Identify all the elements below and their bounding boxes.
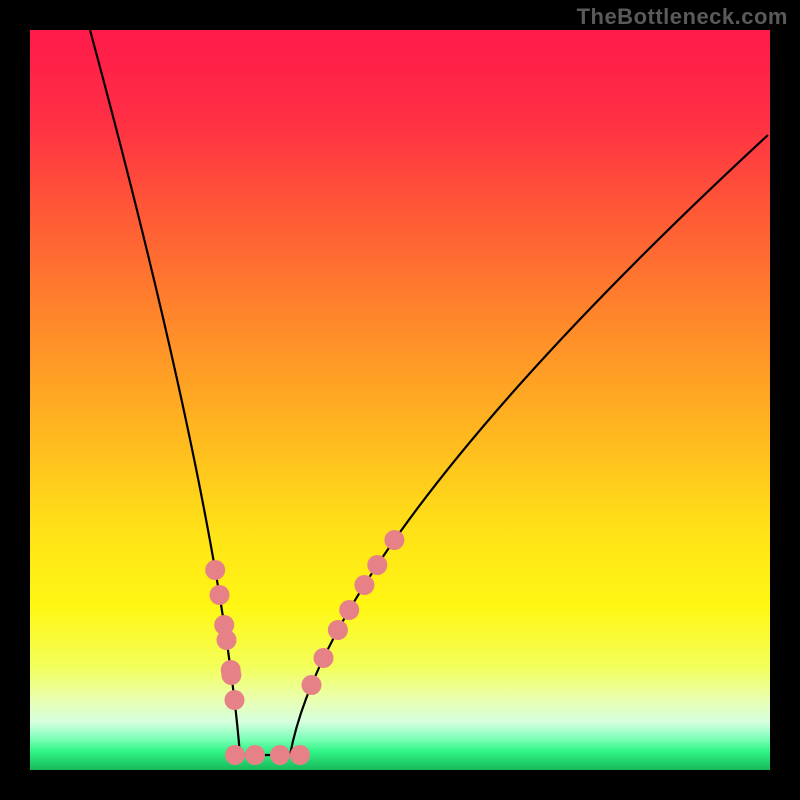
- chart-background: [30, 30, 770, 770]
- marker-dot: [384, 530, 404, 550]
- marker-dot: [245, 745, 265, 765]
- marker-dot: [210, 585, 230, 605]
- watermark-text: TheBottleneck.com: [577, 4, 788, 30]
- marker-dot: [302, 675, 322, 695]
- marker-dot: [339, 600, 359, 620]
- marker-dot: [205, 560, 225, 580]
- chart-svg: [30, 30, 770, 770]
- marker-dot: [270, 745, 290, 765]
- marker-dot: [225, 745, 245, 765]
- marker-dot: [314, 648, 334, 668]
- marker-dot: [221, 665, 241, 685]
- marker-dot: [328, 620, 348, 640]
- marker-dot: [225, 690, 245, 710]
- marker-dot: [290, 745, 310, 765]
- marker-dot: [217, 630, 237, 650]
- marker-dot: [354, 575, 374, 595]
- marker-dot: [367, 555, 387, 575]
